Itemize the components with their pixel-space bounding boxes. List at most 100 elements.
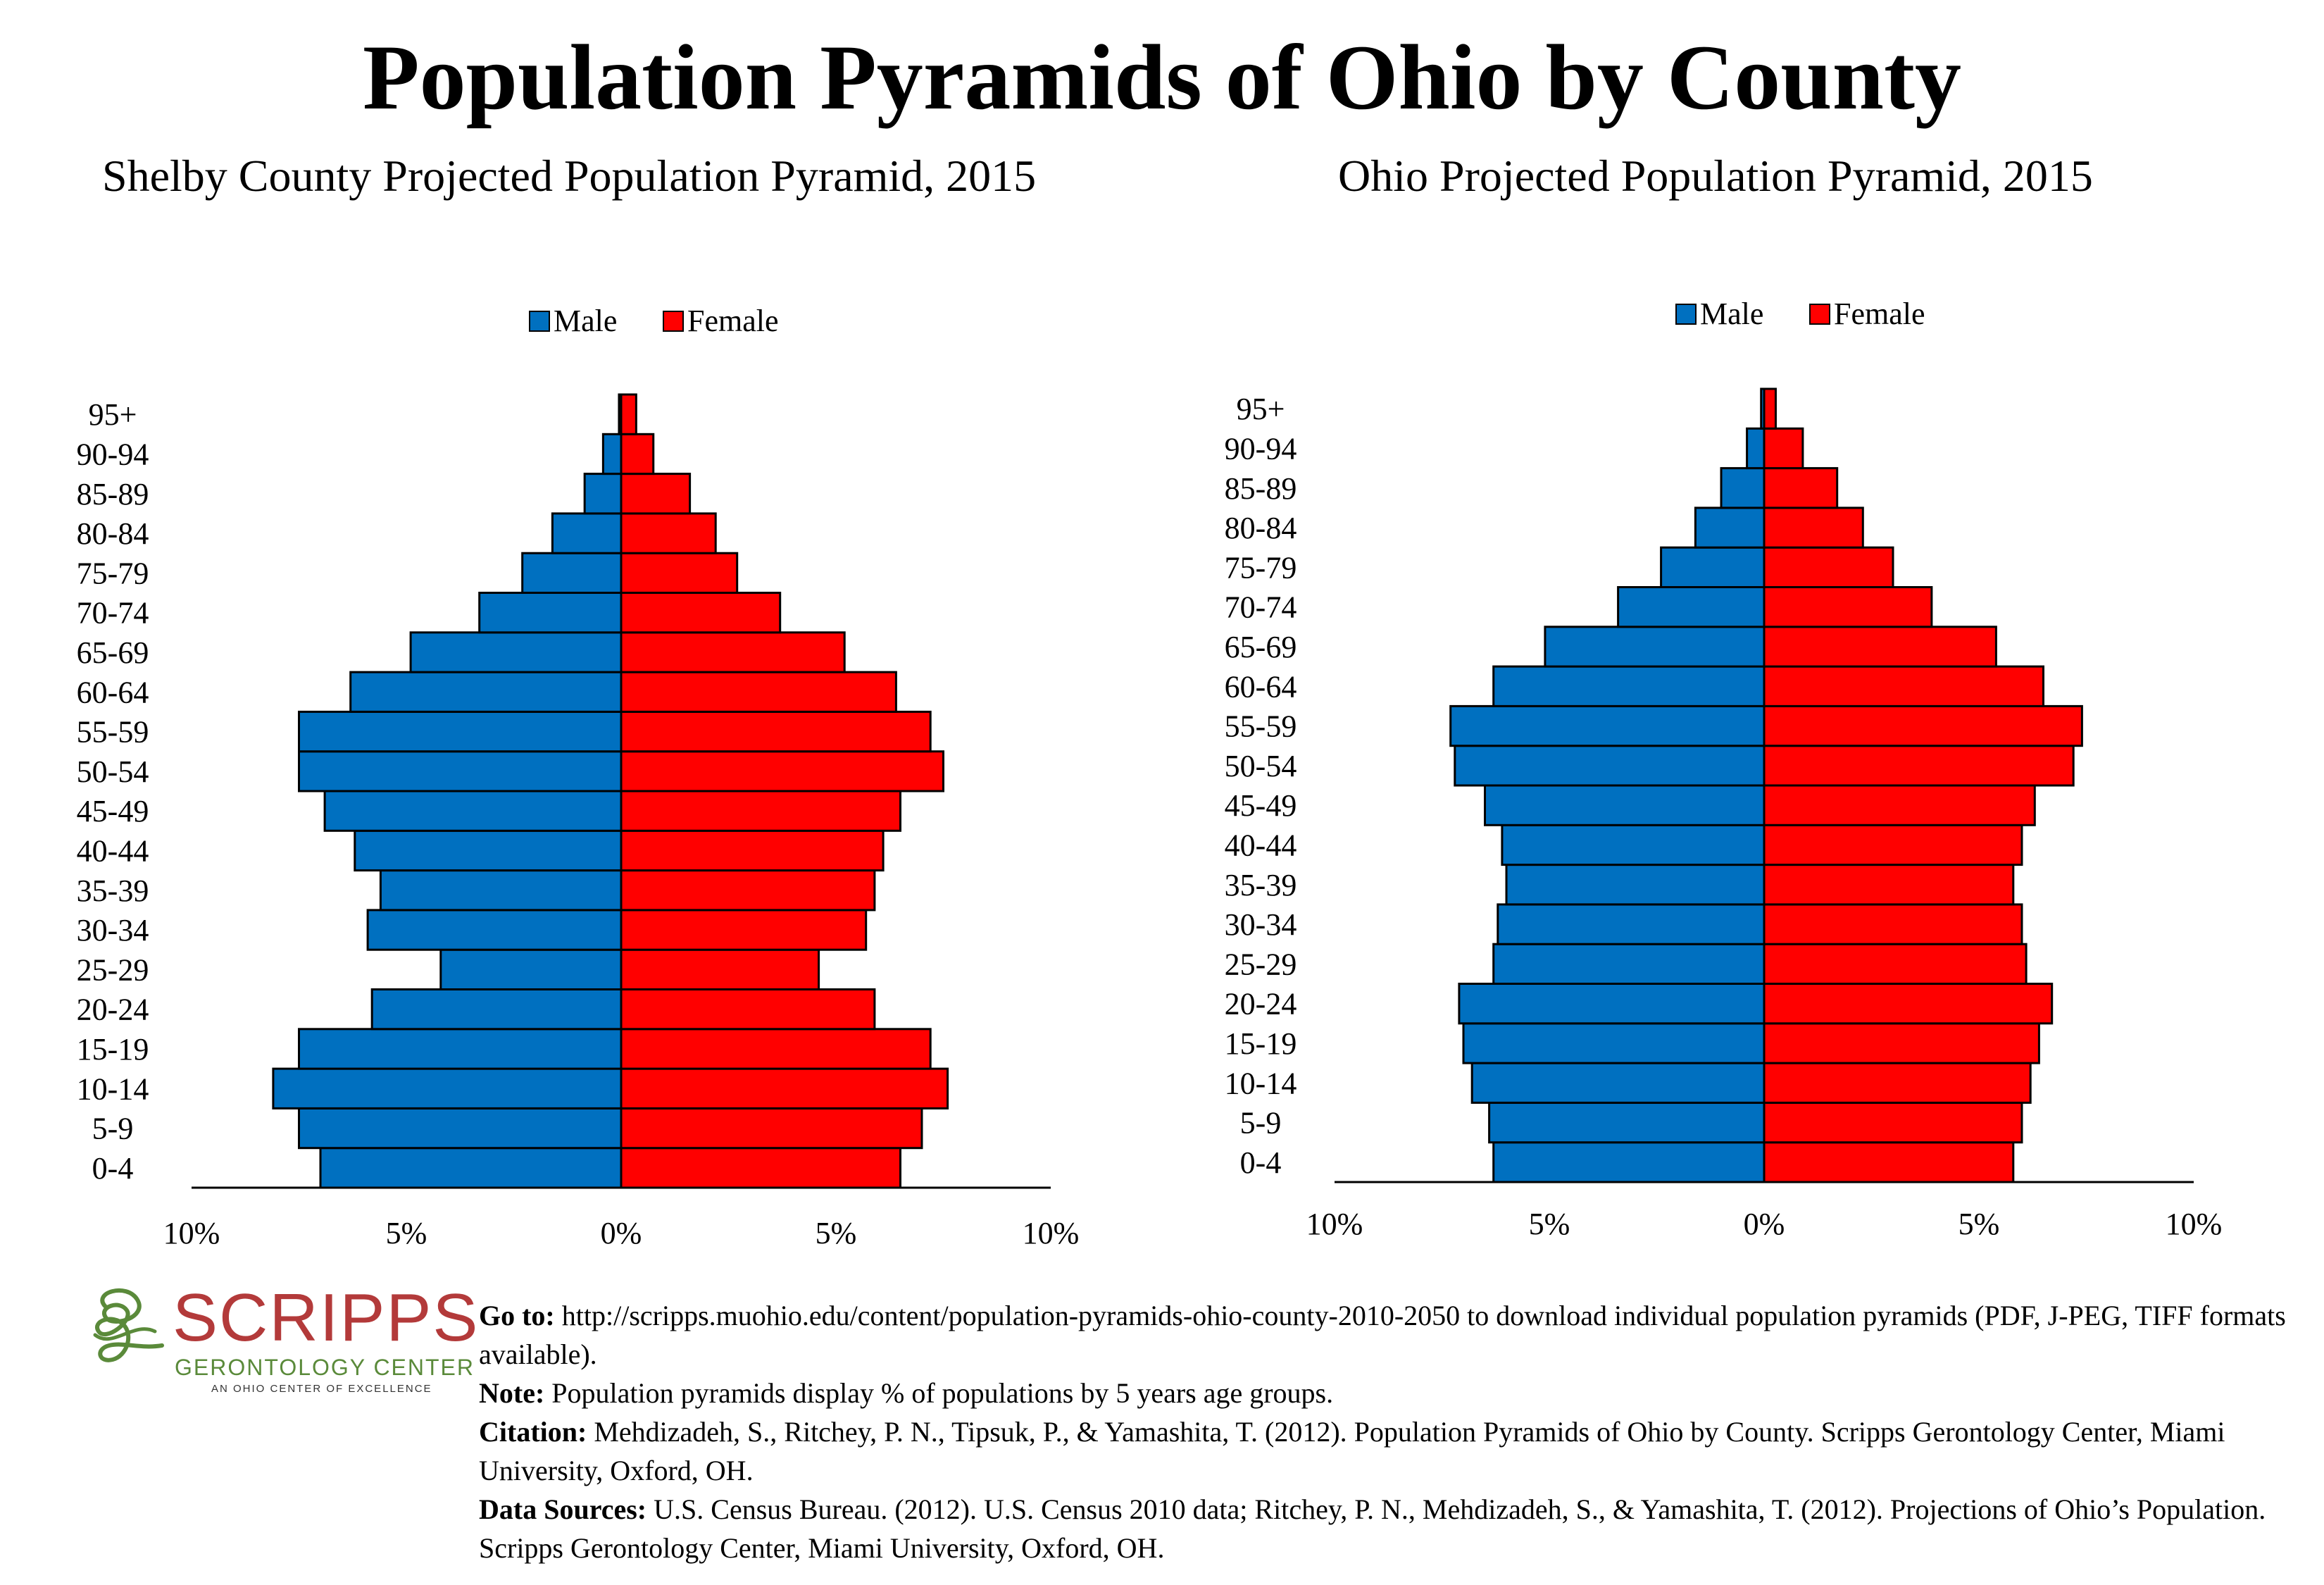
bar-female-40-44	[620, 829, 885, 872]
x-tick-label: 5%	[1958, 1207, 2000, 1241]
bar-female-20-24	[1763, 983, 2054, 1025]
bar-male-70-74	[478, 592, 623, 634]
bar-male-65-69	[1544, 626, 1766, 668]
age-label: 20-24	[77, 993, 149, 1027]
age-label: 10-14	[77, 1071, 149, 1106]
bar-female-90-94	[620, 433, 655, 476]
x-tick-label: 0%	[1744, 1207, 1785, 1241]
age-label: 5-9	[1240, 1106, 1282, 1140]
goto-label: Go to:	[479, 1300, 555, 1331]
citation-note: Citation: Mehdizadeh, S., Ritchey, P. N.…	[479, 1412, 2310, 1490]
bar-male-35-39	[379, 869, 623, 912]
bar-female-60-64	[1763, 665, 2044, 707]
bar-female-75-79	[620, 552, 739, 595]
age-label: 75-79	[1225, 550, 1297, 585]
bar-male-20-24	[370, 988, 623, 1031]
bar-male-75-79	[1660, 546, 1766, 589]
bar-female-45-49	[1763, 784, 2036, 826]
x-tick-label: 0%	[601, 1216, 642, 1250]
x-tick-label: 5%	[816, 1216, 857, 1250]
age-label: 0-4	[1240, 1145, 1282, 1180]
bar-male-50-54	[1454, 745, 1766, 787]
bar-female-65-69	[1763, 626, 1997, 668]
age-label: 35-39	[1225, 868, 1297, 902]
bar-male-15-19	[1462, 1022, 1766, 1064]
bar-female-15-19	[1763, 1022, 2040, 1064]
age-label: 80-84	[1225, 511, 1297, 545]
logo-tagline: AN OHIO CENTER OF EXCELLENCE	[211, 1383, 432, 1395]
bar-female-95+	[1763, 387, 1777, 430]
bar-female-35-39	[620, 869, 876, 912]
legend-female-label: Female	[687, 304, 779, 338]
bar-male-30-34	[366, 909, 623, 951]
bar-male-10-14	[272, 1067, 623, 1110]
bar-female-80-84	[620, 512, 717, 554]
age-label: 30-34	[1225, 907, 1297, 942]
bar-male-55-59	[1449, 704, 1766, 747]
x-tick-label: 5%	[386, 1216, 427, 1250]
age-label: 20-24	[1225, 987, 1297, 1021]
bar-female-70-74	[1763, 586, 1933, 628]
logo-wordmark: SCRIPPS	[173, 1280, 480, 1355]
bar-female-25-29	[620, 948, 820, 990]
age-label: 50-54	[1225, 749, 1297, 783]
age-label: 0-4	[92, 1151, 134, 1186]
bar-male-25-29	[1492, 943, 1766, 985]
bar-female-0-4	[1763, 1141, 2015, 1183]
bar-male-0-4	[1492, 1141, 1766, 1183]
x-tick-label: 10%	[163, 1216, 220, 1250]
bar-female-60-64	[620, 671, 897, 713]
age-label: 85-89	[1225, 471, 1297, 506]
bar-male-30-34	[1497, 903, 1766, 945]
age-label: 65-69	[77, 635, 149, 670]
bar-male-70-74	[1617, 586, 1766, 628]
legend-male-swatch	[1675, 304, 1697, 325]
age-label: 40-44	[1225, 828, 1297, 862]
bar-male-10-14	[1470, 1062, 1766, 1104]
age-label: 15-19	[77, 1032, 149, 1067]
bar-male-45-49	[1484, 784, 1766, 826]
bar-male-40-44	[354, 829, 623, 872]
x-tick-label: 10%	[1023, 1216, 1080, 1250]
age-label: 50-54	[77, 754, 149, 789]
age-label: 55-59	[1225, 709, 1297, 744]
bar-male-20-24	[1458, 983, 1766, 1025]
legend-female-label: Female	[1834, 297, 1925, 331]
age-label: 60-64	[77, 675, 149, 709]
age-label: 40-44	[77, 833, 149, 868]
bar-female-20-24	[620, 988, 876, 1031]
age-label: 45-49	[1225, 788, 1297, 823]
bar-female-55-59	[620, 710, 932, 753]
age-label: 45-49	[77, 794, 149, 828]
bar-female-25-29	[1763, 943, 2028, 985]
footnotes: Go to: http://scripps.muohio.edu/content…	[479, 1296, 2310, 1567]
age-label: 85-89	[77, 477, 149, 511]
age-label: 95+	[1237, 392, 1285, 426]
age-label: 15-19	[1225, 1026, 1297, 1061]
x-tick-label: 10%	[1306, 1207, 1363, 1241]
age-label: 30-34	[77, 913, 149, 947]
bar-female-30-34	[1763, 903, 2023, 945]
age-label: 35-39	[77, 874, 149, 908]
age-label: 70-74	[77, 596, 149, 630]
scripps-swirl-logo-icon	[93, 1288, 164, 1362]
bar-female-35-39	[1763, 864, 2015, 906]
age-label: 60-64	[1225, 669, 1297, 704]
goto-text: http://scripps.muohio.edu/content/popula…	[479, 1300, 2286, 1370]
age-label: 75-79	[77, 556, 149, 590]
age-label: 25-29	[77, 952, 149, 987]
age-label: 70-74	[1225, 590, 1297, 625]
goto-note: Go to: http://scripps.muohio.edu/content…	[479, 1296, 2310, 1374]
sources-note: Data Sources: U.S. Census Bureau. (2012)…	[479, 1490, 2310, 1567]
bar-female-65-69	[620, 631, 846, 673]
bar-female-55-59	[1763, 704, 2083, 747]
bar-female-5-9	[1763, 1101, 2023, 1144]
age-label: 55-59	[77, 715, 149, 750]
bar-male-5-9	[1488, 1101, 1766, 1144]
x-tick-label: 5%	[1529, 1207, 1570, 1241]
bar-female-10-14	[1763, 1062, 2032, 1104]
bar-male-35-39	[1505, 864, 1766, 906]
bar-female-10-14	[620, 1067, 949, 1110]
bar-female-30-34	[620, 909, 868, 951]
